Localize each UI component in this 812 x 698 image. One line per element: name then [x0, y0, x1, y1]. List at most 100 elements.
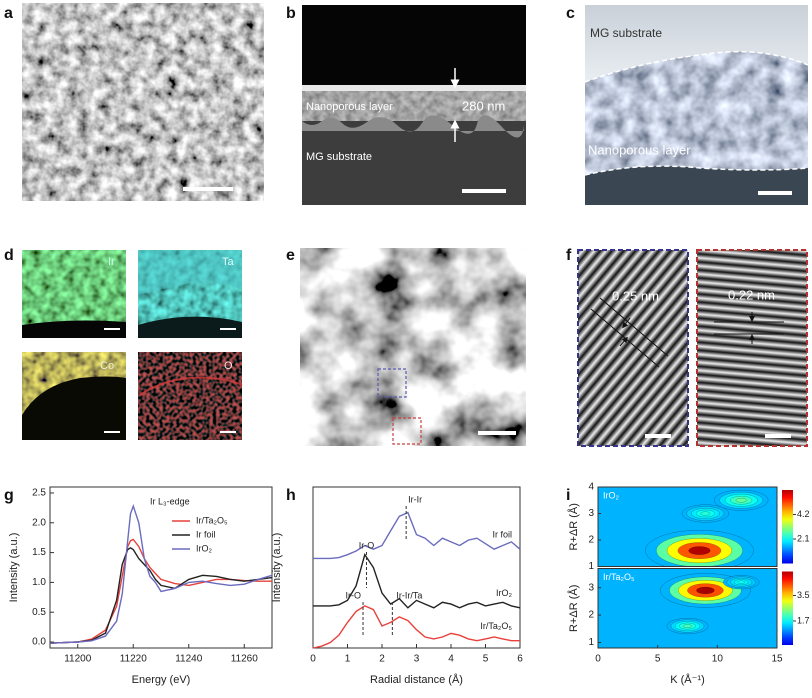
x-axis-label: K (Å⁻¹)	[670, 673, 705, 686]
colorbar	[782, 571, 793, 645]
x-tick-label: 6	[517, 654, 523, 665]
colorbar-tick-label: 1.7	[797, 615, 810, 625]
data-line	[312, 605, 520, 649]
y-tick-label: 1.5	[32, 547, 46, 558]
image-label: Nanoporous layer	[306, 101, 393, 113]
annotation: Ir-Ir	[408, 494, 422, 504]
contour-level	[683, 624, 692, 628]
scale-bar	[104, 431, 120, 433]
background	[302, 5, 526, 85]
y-tick-label: 3	[588, 508, 594, 519]
x-tick-label: 0	[595, 654, 601, 665]
panel-label: g	[4, 487, 14, 504]
fringe-line	[599, 297, 669, 357]
scale-bar	[765, 434, 791, 438]
x-tick-label: 0	[310, 654, 316, 665]
scale-bar	[462, 189, 506, 193]
panel-label: e	[286, 247, 295, 264]
surface-line	[302, 85, 526, 91]
legend-label: Ir/Ta₂O₅	[196, 515, 228, 525]
y-tick-label: 2.5	[32, 488, 46, 499]
image-label: MG substrate	[590, 26, 662, 40]
subplot-title: IrO₂	[603, 490, 619, 500]
heatmap-peak	[681, 504, 730, 523]
y-tick-label: 1	[588, 637, 594, 648]
panel-label: h	[286, 487, 296, 504]
arrow	[619, 336, 628, 347]
annotation: Ir-Ir/Ta	[396, 590, 422, 600]
panel-label: d	[4, 247, 14, 264]
y-tick-label: 2	[588, 610, 594, 621]
scale-bar	[183, 187, 233, 191]
colorbar-tick-label: 3.5	[797, 590, 810, 600]
heatmap-area	[598, 568, 777, 648]
legend-label: Ir foil	[196, 529, 216, 539]
x-tick-label: 11240	[175, 654, 203, 665]
scale-bar	[645, 434, 671, 438]
contour-level	[737, 580, 746, 584]
heatmap-peak	[645, 529, 754, 567]
x-tick-label: 11260	[231, 654, 259, 665]
data-line	[49, 503, 273, 644]
scale-bar	[104, 328, 120, 330]
substrate-region	[22, 320, 126, 338]
arrow	[622, 317, 631, 329]
nanoporous-layer	[302, 91, 526, 121]
series-label: Ir foil	[492, 530, 512, 540]
x-tick-label: 11200	[64, 654, 92, 665]
x-tick-label: 4	[448, 654, 454, 665]
element-label: Ta	[222, 256, 235, 268]
lattice-image	[696, 249, 808, 447]
series-label: IrO₂	[496, 588, 512, 598]
image-label: Nanoporous layer	[588, 142, 691, 157]
colorbar	[782, 490, 793, 564]
plot-frame	[49, 486, 273, 649]
spacing-label: 0.22 nm	[728, 287, 775, 302]
x-tick-label: 5	[655, 654, 661, 665]
y-tick-label: 3	[588, 582, 594, 593]
panel-label: c	[566, 5, 575, 22]
heatmap-area	[598, 487, 777, 567]
image-label: MG substrate	[306, 151, 372, 163]
data-line	[313, 553, 521, 609]
lattice-image	[577, 249, 689, 447]
scale-bar	[478, 431, 516, 435]
spacing-label: 0.25 nm	[612, 288, 659, 303]
x-axis-label: Energy (eV)	[132, 674, 191, 686]
y-axis-label: Intensity (a.u.)	[8, 533, 20, 603]
colorbar-tick-label: 2.1	[797, 533, 810, 543]
x-tick-label: 1	[345, 654, 351, 665]
region-box	[392, 417, 422, 445]
scale-bar	[220, 431, 236, 433]
x-tick-label: 11220	[120, 654, 148, 665]
annotation: Ir-O	[346, 590, 362, 600]
y-tick-label: 0.0	[32, 637, 46, 648]
legend-label: IrO₂	[196, 543, 212, 553]
annotation: Ir-O	[359, 540, 375, 550]
bottom-region	[585, 166, 808, 205]
y-axis-label: Intensity (a.u.)	[271, 533, 283, 603]
heatmap-peak	[713, 489, 769, 511]
scale-bar	[220, 328, 236, 330]
y-tick-label: 1.0	[32, 577, 46, 588]
x-tick-label: 15	[771, 654, 783, 665]
panel-label: f	[566, 247, 572, 264]
contour-level	[696, 586, 715, 595]
cross-section-image	[302, 5, 526, 205]
y-axis-label: R+ΔR (Å)	[567, 503, 580, 550]
boundary	[585, 50, 808, 83]
substrate-region	[138, 316, 242, 338]
plot-frame	[597, 486, 778, 567]
series-label: Ir/Ta₂O₅	[480, 621, 512, 631]
haadf-image	[300, 248, 526, 446]
subplot-title: Ir/Ta₂O₅	[603, 572, 635, 582]
element-label: O	[224, 360, 233, 372]
sem-image	[22, 3, 264, 201]
element-label: Ir	[108, 256, 115, 268]
y-tick-label: 2	[588, 535, 594, 546]
annotation: Ir L₃-edge	[150, 496, 190, 506]
heatmap-peak	[722, 575, 760, 590]
contour-level	[688, 546, 711, 555]
region-box	[377, 368, 407, 398]
